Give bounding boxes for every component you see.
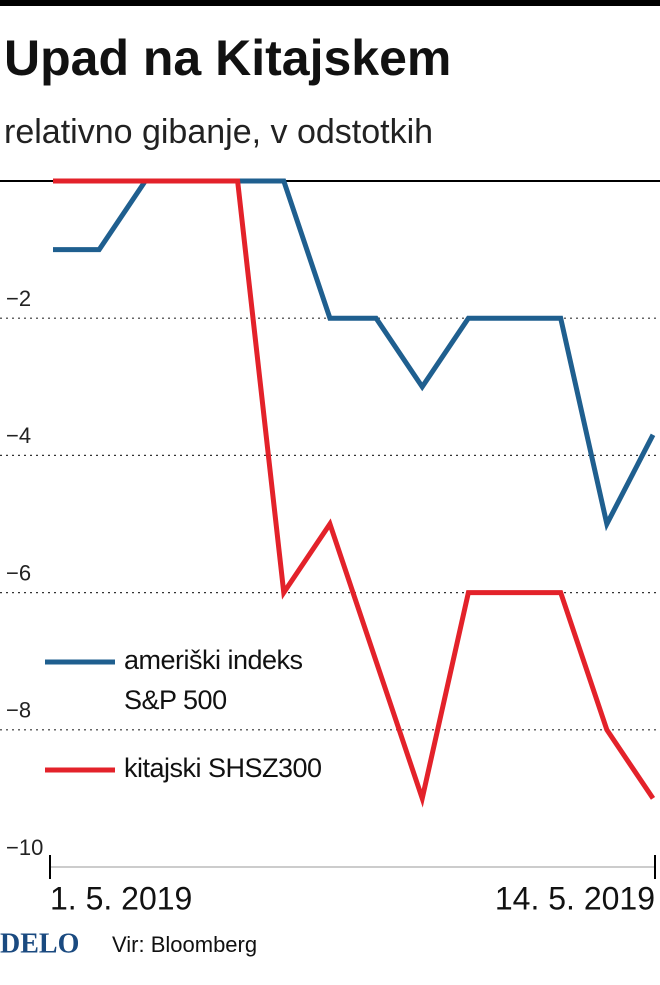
legend-label: ameriški indeks S&P 500 [124, 645, 303, 715]
legend-label: kitajski SHSZ300 [124, 753, 322, 783]
series-line [53, 178, 656, 532]
x-tick-label: 1. 5. 2019 [50, 880, 192, 916]
series-line [53, 178, 656, 808]
x-tick-label: 14. 5. 2019 [495, 880, 655, 916]
y-tick-label: −10 [6, 835, 43, 860]
y-tick-label: −6 [6, 560, 31, 585]
top-bar [0, 0, 660, 6]
y-tick-label: −4 [6, 423, 31, 448]
source: Vir: Bloomberg [112, 932, 257, 957]
chart-subtitle: relativno gibanje, v odstotkih [4, 113, 433, 151]
y-tick-label: −8 [6, 698, 31, 723]
chart-title: Upad na Kitajskem [4, 30, 451, 86]
y-tick-label: −2 [6, 286, 31, 311]
brand: DELO [0, 928, 79, 959]
